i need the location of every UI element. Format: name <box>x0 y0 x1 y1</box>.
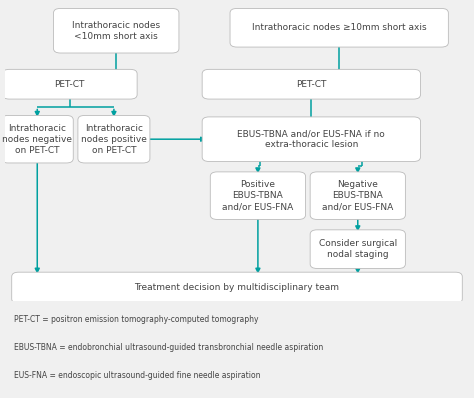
FancyBboxPatch shape <box>202 69 420 99</box>
FancyBboxPatch shape <box>310 230 405 269</box>
Text: Intrathoracic
nodes positive
on PET-CT: Intrathoracic nodes positive on PET-CT <box>81 124 147 155</box>
Text: Consider surgical
nodal staging: Consider surgical nodal staging <box>319 239 397 259</box>
FancyBboxPatch shape <box>12 272 462 303</box>
FancyBboxPatch shape <box>230 8 448 47</box>
FancyBboxPatch shape <box>78 115 150 163</box>
Text: Intrathoracic nodes ≥10mm short axis: Intrathoracic nodes ≥10mm short axis <box>252 23 427 32</box>
FancyBboxPatch shape <box>210 172 306 219</box>
Text: EUS-FNA = endoscopic ultrasound-guided fine needle aspiration: EUS-FNA = endoscopic ultrasound-guided f… <box>14 371 261 380</box>
Text: EBUS-TBNA = endobronchial ultrasound-guided transbronchial needle aspiration: EBUS-TBNA = endobronchial ultrasound-gui… <box>14 343 323 352</box>
FancyBboxPatch shape <box>1 115 73 163</box>
Text: PET-CT = positron emission tomography-computed tomography: PET-CT = positron emission tomography-co… <box>14 315 258 324</box>
FancyBboxPatch shape <box>310 172 405 219</box>
Text: Negative
EBUS-TBNA
and/or EUS-FNA: Negative EBUS-TBNA and/or EUS-FNA <box>322 180 393 211</box>
Text: Positive
EBUS-TBNA
and/or EUS-FNA: Positive EBUS-TBNA and/or EUS-FNA <box>222 180 293 211</box>
Text: Intrathoracic
nodes negative
on PET-CT: Intrathoracic nodes negative on PET-CT <box>2 124 72 155</box>
Text: Intrathoracic nodes
<10mm short axis: Intrathoracic nodes <10mm short axis <box>72 21 160 41</box>
FancyBboxPatch shape <box>2 69 137 99</box>
FancyBboxPatch shape <box>54 8 179 53</box>
Text: PET-CT: PET-CT <box>55 80 85 89</box>
Text: PET-CT: PET-CT <box>296 80 327 89</box>
Text: Treatment decision by multidisciplinary team: Treatment decision by multidisciplinary … <box>135 283 339 292</box>
Text: EBUS-TBNA and/or EUS-FNA if no
extra-thoracic lesion: EBUS-TBNA and/or EUS-FNA if no extra-tho… <box>237 129 385 149</box>
FancyBboxPatch shape <box>202 117 420 162</box>
